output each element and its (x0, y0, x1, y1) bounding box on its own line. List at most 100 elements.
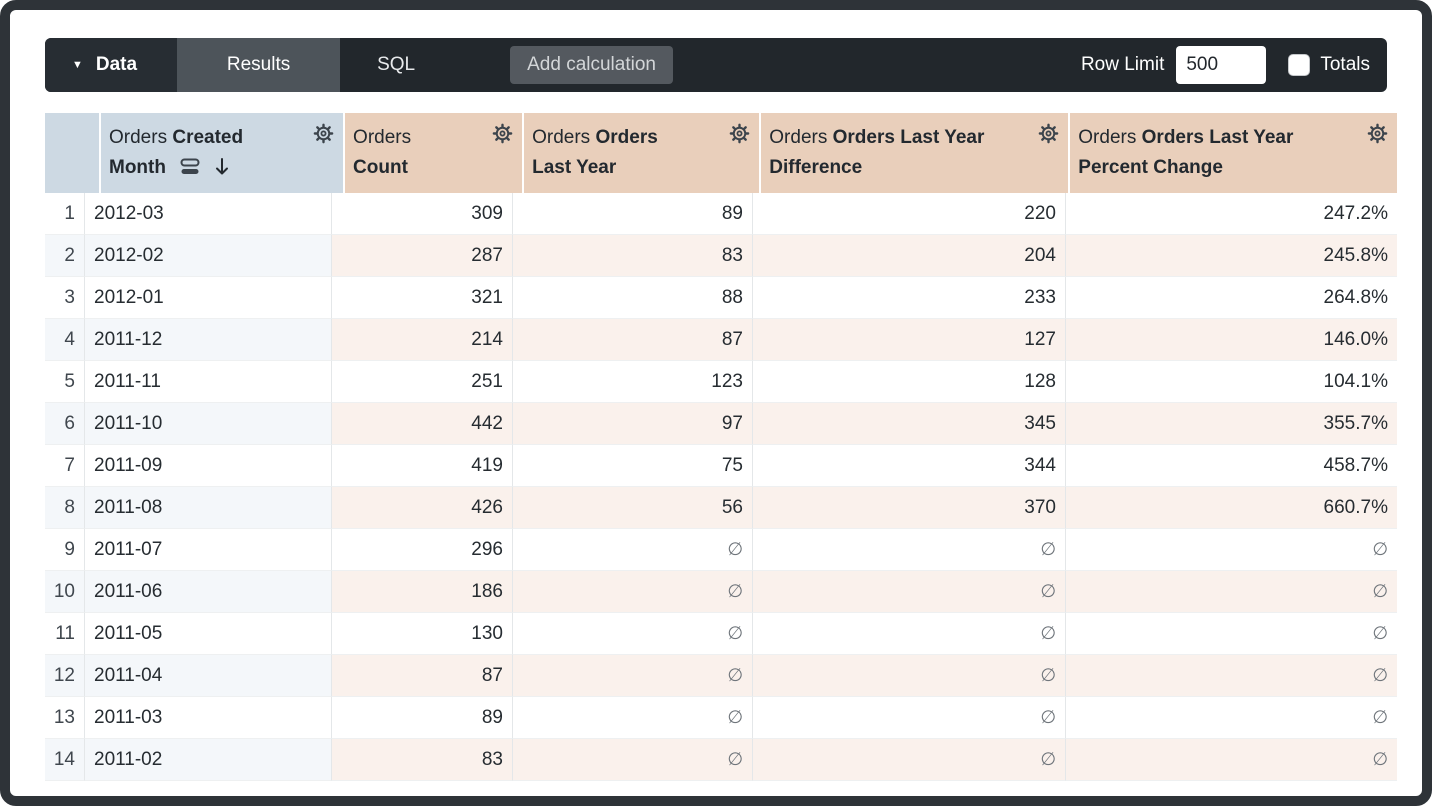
table-cell[interactable]: 220 (753, 193, 1066, 235)
column-header[interactable]: Orders Orders Last Year Difference (761, 113, 1071, 193)
table-cell[interactable]: ∅ (1066, 529, 1397, 571)
column-header-label: Orders Created Month (109, 127, 244, 178)
table-cell[interactable]: 2011-02 (85, 739, 332, 781)
table-cell[interactable]: ∅ (513, 739, 753, 781)
table-header-row: Orders Created Month Orders Count Orders… (45, 113, 1397, 193)
table-cell[interactable]: ∅ (753, 739, 1066, 781)
table-cell[interactable]: 2011-03 (85, 697, 332, 739)
table-cell[interactable]: 2011-06 (85, 571, 332, 613)
totals-label: Totals (1320, 54, 1370, 75)
table-cell[interactable]: ∅ (513, 655, 753, 697)
table-cell[interactable]: 89 (513, 193, 753, 235)
table-cell[interactable]: 204 (753, 235, 1066, 277)
table-cell[interactable]: 355.7% (1066, 403, 1397, 445)
row-number: 14 (45, 739, 85, 781)
table-cell[interactable]: 214 (332, 319, 513, 361)
table-cell[interactable]: 442 (332, 403, 513, 445)
table-cell[interactable]: 2011-05 (85, 613, 332, 655)
table-row: 12 2011-04 87 ∅ ∅ ∅ (45, 655, 1397, 697)
gear-icon[interactable] (312, 122, 335, 145)
row-number: 4 (45, 319, 85, 361)
table-cell[interactable]: 89 (332, 697, 513, 739)
table-cell[interactable]: 370 (753, 487, 1066, 529)
add-calculation-button[interactable]: Add calculation (510, 46, 673, 84)
table-cell[interactable]: 186 (332, 571, 513, 613)
table-cell[interactable]: 245.8% (1066, 235, 1397, 277)
table-cell[interactable]: 2011-10 (85, 403, 332, 445)
table-cell[interactable]: 264.8% (1066, 277, 1397, 319)
table-cell[interactable]: 247.2% (1066, 193, 1397, 235)
table-cell[interactable]: 75 (513, 445, 753, 487)
table-cell[interactable]: 97 (513, 403, 753, 445)
table-cell[interactable]: 83 (332, 739, 513, 781)
table-cell[interactable]: ∅ (753, 697, 1066, 739)
table-cell[interactable]: 2011-08 (85, 487, 332, 529)
table-cell[interactable]: 2011-07 (85, 529, 332, 571)
table-cell[interactable]: 123 (513, 361, 753, 403)
table-cell[interactable]: 2011-11 (85, 361, 332, 403)
table-cell[interactable]: 296 (332, 529, 513, 571)
results-table: Orders Created Month Orders Count Orders… (45, 113, 1397, 781)
data-panel-toggle[interactable]: ▼ Data (45, 38, 178, 92)
table-cell[interactable]: 127 (753, 319, 1066, 361)
row-number: 11 (45, 613, 85, 655)
table-cell[interactable]: 56 (513, 487, 753, 529)
row-number: 6 (45, 403, 85, 445)
table-cell[interactable]: ∅ (1066, 739, 1397, 781)
column-header[interactable]: Orders Orders Last Year Percent Change (1070, 113, 1397, 193)
table-cell[interactable]: ∅ (513, 571, 753, 613)
tab-sql-label: SQL (377, 54, 416, 75)
table-cell[interactable]: 83 (513, 235, 753, 277)
row-limit-label: Row Limit (1080, 54, 1165, 75)
column-header[interactable]: Orders Orders Last Year (524, 113, 762, 193)
table-cell[interactable]: 321 (332, 277, 513, 319)
table-cell[interactable]: ∅ (513, 613, 753, 655)
table-cell[interactable]: ∅ (753, 613, 1066, 655)
table-cell[interactable]: 2011-04 (85, 655, 332, 697)
table-cell[interactable]: 2011-12 (85, 319, 332, 361)
table-cell[interactable]: 2011-09 (85, 445, 332, 487)
table-cell[interactable]: ∅ (1066, 655, 1397, 697)
table-cell[interactable]: ∅ (753, 529, 1066, 571)
table-cell[interactable]: ∅ (753, 571, 1066, 613)
table-cell[interactable]: 660.7% (1066, 487, 1397, 529)
table-cell[interactable]: ∅ (1066, 697, 1397, 739)
table-cell[interactable]: 104.1% (1066, 361, 1397, 403)
table-cell[interactable]: 287 (332, 235, 513, 277)
table-cell[interactable]: ∅ (753, 655, 1066, 697)
gear-icon[interactable] (1037, 122, 1060, 145)
gear-icon[interactable] (728, 122, 751, 145)
column-header[interactable]: Orders Count (345, 113, 525, 193)
table-cell[interactable]: 87 (332, 655, 513, 697)
table-cell[interactable]: 345 (753, 403, 1066, 445)
tab-results[interactable]: Results (177, 38, 341, 92)
table-cell[interactable]: 344 (753, 445, 1066, 487)
table-cell[interactable]: 2012-02 (85, 235, 332, 277)
table-cell[interactable]: 128 (753, 361, 1066, 403)
table-row: 5 2011-11 251 123 128 104.1% (45, 361, 1397, 403)
table-cell[interactable]: 426 (332, 487, 513, 529)
table-cell[interactable]: 458.7% (1066, 445, 1397, 487)
table-cell[interactable]: ∅ (1066, 571, 1397, 613)
row-limit-input[interactable] (1176, 46, 1267, 84)
table-cell[interactable]: 309 (332, 193, 513, 235)
table-cell[interactable]: 146.0% (1066, 319, 1397, 361)
table-cell[interactable]: 88 (513, 277, 753, 319)
table-cell[interactable]: ∅ (1066, 613, 1397, 655)
column-header[interactable]: Orders Created Month (101, 113, 346, 193)
subtotal-rows-icon (180, 158, 200, 174)
tab-sql[interactable]: SQL (340, 38, 452, 92)
table-cell[interactable]: 251 (332, 361, 513, 403)
table-cell[interactable]: 233 (753, 277, 1066, 319)
table-cell[interactable]: ∅ (513, 529, 753, 571)
table-cell[interactable]: 87 (513, 319, 753, 361)
totals-checkbox[interactable] (1288, 54, 1311, 76)
table-cell[interactable]: 2012-03 (85, 193, 332, 235)
table-cell[interactable]: ∅ (513, 697, 753, 739)
table-cell[interactable]: 130 (332, 613, 513, 655)
gear-icon[interactable] (1366, 122, 1389, 145)
table-cell[interactable]: 2012-01 (85, 277, 332, 319)
table-cell[interactable]: 419 (332, 445, 513, 487)
toolbar-spacer (673, 38, 1081, 92)
gear-icon[interactable] (491, 122, 514, 145)
